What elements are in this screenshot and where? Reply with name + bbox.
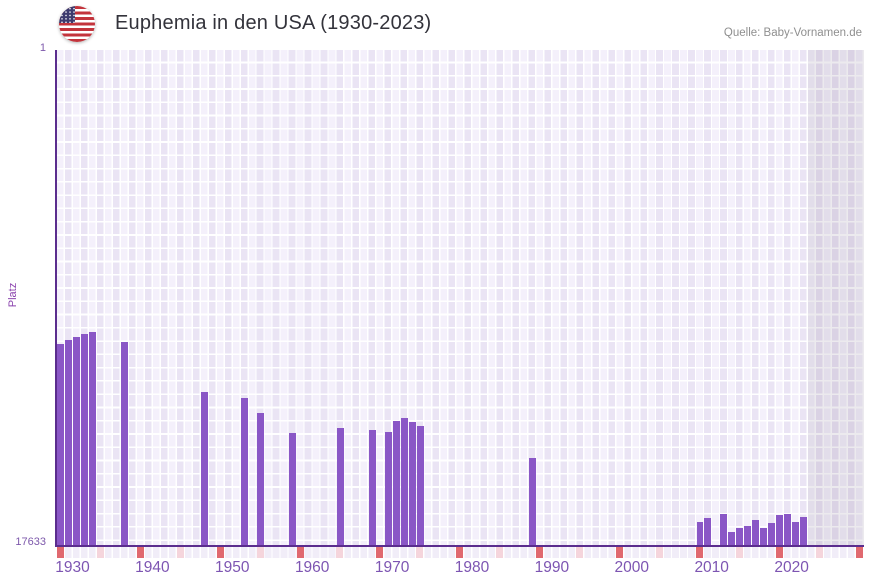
tick-marker-2025 (815, 547, 823, 558)
bar-2011[interactable] (704, 518, 712, 545)
bar-2013[interactable] (720, 513, 728, 545)
plot-area (56, 50, 864, 545)
bar-2015[interactable] (736, 528, 744, 545)
x-tick-1980: 1980 (454, 559, 490, 576)
tick-marker-1930 (56, 547, 64, 558)
tick-marker-1960 (296, 547, 304, 558)
tick-marker-2005 (656, 547, 664, 558)
bar-2014[interactable] (728, 532, 736, 545)
us-flag-icon (59, 6, 95, 42)
tick-marker-1935 (96, 547, 104, 558)
y-axis-line (55, 50, 57, 547)
bar-1974[interactable] (408, 422, 416, 545)
tick-marker-1990 (536, 547, 544, 558)
source-credit: Quelle: Baby-Vornamen.de (723, 27, 862, 39)
bar-2018[interactable] (760, 528, 768, 545)
x-axis-line (55, 544, 864, 547)
bar-1938[interactable] (121, 341, 129, 545)
y-axis-label: Platz (7, 282, 19, 308)
bar-1933[interactable] (81, 334, 89, 545)
tick-marker-2000 (616, 547, 624, 558)
no-data-future-region (807, 50, 864, 545)
tick-marker-1945 (176, 547, 184, 558)
bar-2020[interactable] (776, 514, 784, 545)
bar-1930[interactable] (57, 343, 65, 545)
tick-marker-1965 (336, 547, 344, 558)
tick-marker-1985 (496, 547, 504, 558)
tick-marker-1975 (416, 547, 424, 558)
x-tick-2010: 2010 (694, 559, 729, 576)
bar-2019[interactable] (768, 523, 776, 545)
bar-1971[interactable] (384, 431, 392, 545)
chart-title: Euphemia in den USA (1930-2023) (115, 12, 432, 34)
tick-marker-2015 (735, 547, 743, 558)
bar-1973[interactable] (400, 418, 408, 545)
x-tick-1930: 1930 (55, 559, 90, 576)
bar-1989[interactable] (528, 458, 536, 545)
bar-1969[interactable] (368, 430, 376, 545)
tick-marker-1950 (216, 547, 224, 558)
tick-marker-1955 (256, 547, 264, 558)
tick-marker-1940 (136, 547, 144, 558)
y-tick-top: 1 (39, 42, 46, 54)
y-tick-bottom: 17633 (15, 536, 46, 548)
bar-2010[interactable] (696, 521, 704, 545)
x-tick-1990: 1990 (534, 559, 570, 576)
bar-2023[interactable] (800, 516, 808, 545)
bar-2022[interactable] (792, 521, 800, 545)
x-tick-1940: 1940 (135, 559, 170, 576)
bar-1965[interactable] (336, 428, 344, 545)
bar-1972[interactable] (392, 421, 400, 545)
tick-marker-1980 (456, 547, 464, 558)
bar-1934[interactable] (89, 332, 97, 545)
tick-marker-1970 (376, 547, 384, 558)
x-tick-1960: 1960 (294, 559, 330, 576)
tick-marker-2020 (775, 547, 783, 558)
bar-2017[interactable] (752, 519, 760, 545)
tick-marker-2030 (855, 547, 863, 558)
us-flag-canton (59, 6, 75, 23)
bar-1932[interactable] (73, 336, 81, 545)
bar-2016[interactable] (744, 526, 752, 545)
bar-1953[interactable] (241, 397, 248, 545)
bar-1931[interactable] (65, 339, 73, 545)
x-tick-2020: 2020 (774, 559, 809, 576)
five-year-marker-row (56, 547, 864, 558)
bar-1948[interactable] (201, 392, 208, 545)
bar-1955[interactable] (257, 412, 264, 545)
x-tick-1950: 1950 (215, 559, 250, 576)
tick-marker-1995 (576, 547, 584, 558)
x-tick-1970: 1970 (374, 559, 410, 576)
bar-1975[interactable] (416, 426, 424, 545)
bar-2021[interactable] (784, 513, 792, 545)
x-tick-2000: 2000 (614, 559, 650, 576)
bar-1959[interactable] (289, 432, 296, 545)
tick-marker-2010 (696, 547, 703, 558)
